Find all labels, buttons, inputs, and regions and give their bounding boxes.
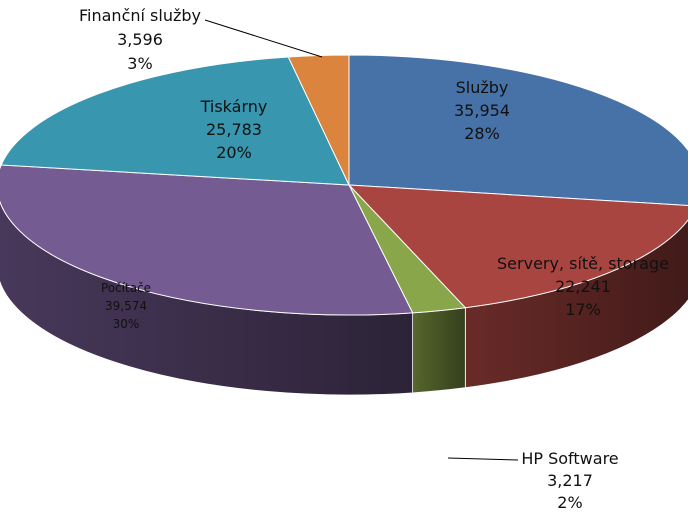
slice-label-value: 25,783 [206, 120, 262, 139]
leader-lines [204, 19, 519, 461]
pie-slice-servery-site-storage [347, 184, 688, 309]
slice-label-value: 3,217 [547, 471, 593, 490]
leader-line-financni-sluzby [204, 19, 323, 58]
slice-label-name: Tiskárny [200, 97, 268, 116]
slice-label-hp-software: HP Software 3,217 2% [521, 449, 618, 512]
slice-label-tiskarny: Tiskárny 25,783 20% [200, 97, 268, 162]
slice-label-value: 35,954 [454, 101, 510, 120]
slice-label-percent: 2% [557, 493, 582, 512]
slice-label-name: Servery, sítě, storage [497, 254, 669, 273]
slice-label-value: 3,596 [117, 30, 163, 49]
pie-tops [0, 54, 688, 316]
slice-label-percent: 28% [464, 124, 500, 143]
pie-slice-tiskarny [0, 56, 350, 186]
pie-side-hp-software [412, 307, 466, 394]
slice-label-name: Počítače [101, 281, 151, 295]
leader-line-hp-software [447, 457, 519, 461]
slice-label-name: Finanční služby [79, 6, 201, 25]
slice-label-servery: Servery, sítě, storage 22,241 17% [497, 254, 669, 319]
slice-label-financni-sluzby: Finanční služby 3,596 3% [79, 6, 201, 73]
slice-label-value: 39,574 [105, 299, 147, 313]
slice-label-percent: 3% [127, 54, 152, 73]
pie-slice-pocitace [0, 164, 414, 316]
slice-label-percent: 30% [113, 317, 140, 331]
slice-label-value: 22,241 [555, 277, 611, 296]
slice-label-pocitace: Počítače 39,574 30% [101, 281, 151, 331]
slice-label-sluzby: Služby 35,954 28% [454, 78, 510, 143]
slice-label-name: Služby [456, 78, 509, 97]
slice-label-percent: 17% [565, 300, 601, 319]
slice-label-name: HP Software [521, 449, 618, 468]
slice-label-percent: 20% [216, 143, 252, 162]
pie-slice-sluzby [348, 54, 688, 206]
